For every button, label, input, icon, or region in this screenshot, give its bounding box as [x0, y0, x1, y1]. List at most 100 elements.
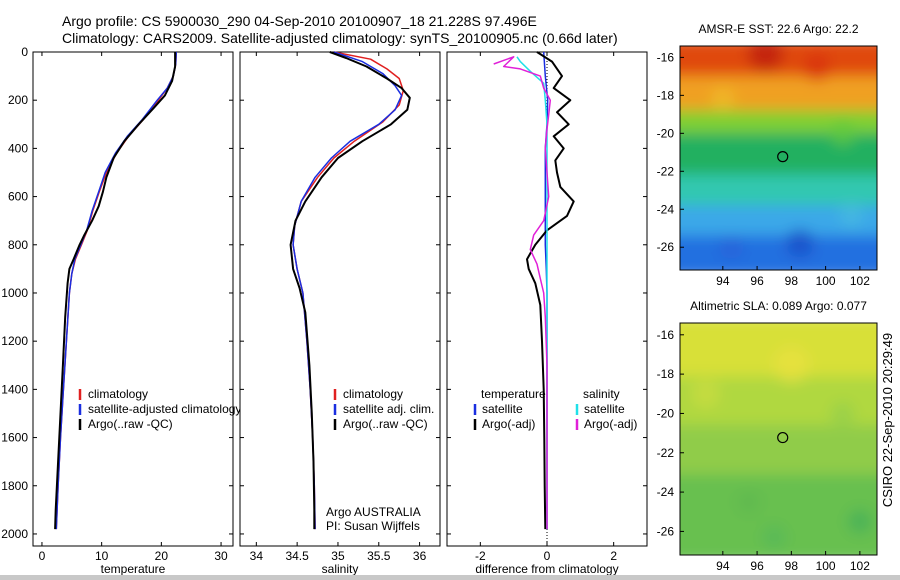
y-tick-label: -26 [657, 240, 675, 254]
x-tick-label: 35 [331, 549, 345, 563]
legend-label: Argo(-adj) [482, 417, 535, 431]
y-tick-label: -24 [657, 202, 675, 216]
x-tick-label: 2 [610, 549, 617, 563]
map-title: AMSR-E SST: 22.6 Argo: 22.2 [698, 22, 858, 36]
map-texture-blob [747, 46, 784, 72]
y-tick-label: -16 [657, 50, 675, 64]
plot-frame [239, 51, 441, 547]
x-axis-label: salinity [322, 562, 359, 575]
legend-label: satellite-adjusted climatology [88, 402, 241, 416]
x-axis-label: temperature [101, 562, 166, 575]
x-tick-label: 98 [785, 559, 799, 573]
header-title-line1: Argo profile: CS 5900030_290 04-Sep-2010… [62, 13, 537, 29]
header-title-line2: Climatology: CARS2009. Satellite-adjuste… [62, 30, 618, 46]
x-tick-label: 34.5 [285, 549, 309, 563]
map-texture-blob [773, 346, 810, 383]
y-tick-label: 0 [21, 45, 28, 59]
map-frame [679, 322, 878, 556]
y-tick-label: 1600 [1, 431, 28, 445]
x-tick-label: 36 [413, 549, 427, 563]
x-tick-label: 94 [716, 559, 730, 573]
map-texture-blob [839, 202, 864, 227]
y-tick-label: 1200 [1, 334, 28, 348]
salinity-profile-panel: 34 34.5 35 35.5 36 salinity climatologysatelli… [239, 51, 441, 575]
map-texture-blob [847, 509, 872, 534]
x-axis-label: difference from climatology [475, 562, 618, 575]
legend-label: Argo(..raw -QC) [343, 417, 428, 431]
x-tick-label: 30 [214, 549, 228, 563]
x-tick-label: 94 [716, 274, 730, 288]
panel-annotation: Argo AUSTRALIA [326, 505, 421, 519]
x-tick-label: 102 [850, 559, 870, 573]
x-tick-label: 98 [785, 274, 799, 288]
map-field-blurred [680, 323, 877, 555]
y-tick-label: 2000 [1, 527, 28, 541]
map-field [680, 46, 877, 270]
map-texture-blob [736, 489, 761, 514]
x-tick-label: 100 [816, 274, 836, 288]
y-tick-label: -16 [657, 328, 675, 342]
x-tick-label: 10 [95, 549, 109, 563]
map-texture-blob [803, 52, 832, 81]
map-texture-blob [691, 379, 720, 408]
y-tick-label: -20 [657, 126, 675, 140]
sla-map-panel: Altimetric SLA: 0.089 Argo: 0.077 94 96 98 1… [657, 299, 878, 573]
map-texture-blob [762, 525, 787, 550]
legend-label: climatology [88, 387, 148, 401]
x-tick-label: 96 [750, 559, 764, 573]
legend-label: climatology [343, 387, 403, 401]
legend-label: Argo(..raw -QC) [88, 417, 173, 431]
legend-label: Argo(-adj) [584, 417, 637, 431]
map-title: Altimetric SLA: 0.089 Argo: 0.077 [690, 299, 867, 313]
map-texture-blob [830, 401, 855, 426]
bottom-border [0, 575, 900, 580]
x-tick-label: 100 [816, 559, 836, 573]
y-tick-label: 1400 [1, 382, 28, 396]
argo-location-marker [777, 431, 789, 444]
y-tick-label: -26 [657, 524, 675, 538]
x-tick-label: 0 [39, 549, 46, 563]
legend-label: satellite [584, 402, 625, 416]
y-tick-label: -18 [657, 88, 675, 102]
map-texture-blob [719, 235, 744, 260]
y-tick-label: 600 [8, 190, 28, 204]
map-texture-blob [710, 87, 735, 112]
series-line [493, 56, 552, 530]
x-tick-label: 35.5 [367, 549, 391, 563]
x-tick-label: -2 [475, 549, 486, 563]
y-tick-label: 200 [8, 93, 28, 107]
map-color-band [680, 235, 877, 270]
sst-map-panel: AMSR-E SST: 22.6 Argo: 22.2 94 96 98 100 102 -… [657, 22, 878, 288]
series-line [55, 51, 178, 530]
temperature-profile-panel: 0 10 20 30 0 200 400 600 800 1000 1200 1400 1600 1800… [1, 45, 241, 575]
y-tick-label: 400 [8, 141, 28, 155]
y-tick-label: 1800 [1, 479, 28, 493]
map-texture-blob [830, 121, 855, 146]
legend-title: salinity [583, 387, 620, 401]
x-tick-label: 34 [250, 549, 264, 563]
series-line [526, 51, 575, 530]
argo-location-marker [777, 151, 789, 163]
x-tick-label: 102 [850, 274, 870, 288]
panel-annotation: PI: Susan Wijffels [326, 519, 420, 533]
series-line [289, 51, 411, 530]
y-tick-label: -22 [657, 446, 675, 460]
legend-label: satellite [482, 402, 523, 416]
map-field-blurred [680, 46, 877, 270]
legend-title: temperature [481, 387, 546, 401]
y-tick-label: -24 [657, 485, 675, 499]
y-tick-label: 800 [8, 238, 28, 252]
map-frame [679, 45, 878, 271]
side-timestamp: CSIRO 22-Sep-2010 20:29:49 [880, 332, 895, 508]
x-tick-label: 0 [544, 549, 551, 563]
y-tick-label: -18 [657, 367, 675, 381]
map-field [680, 323, 877, 555]
plot-frame [32, 51, 234, 547]
x-tick-label: 96 [750, 274, 764, 288]
y-tick-label: -22 [657, 164, 675, 178]
y-tick-label: -20 [657, 406, 675, 420]
x-tick-label: 20 [155, 549, 169, 563]
